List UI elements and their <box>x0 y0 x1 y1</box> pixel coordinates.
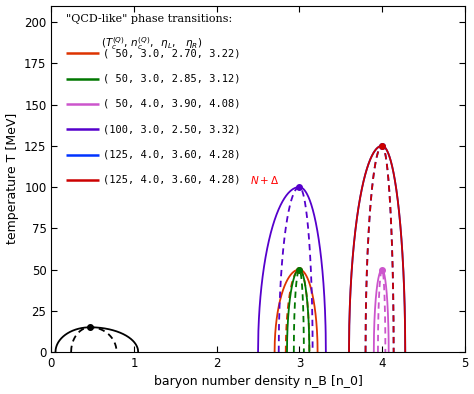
Text: "QCD-like" phase transitions:: "QCD-like" phase transitions: <box>66 14 232 24</box>
Y-axis label: temperature T [MeV]: temperature T [MeV] <box>6 113 18 244</box>
Text: (100, 3.0, 2.50, 3.32): (100, 3.0, 2.50, 3.32) <box>103 124 240 134</box>
Text: ( 50, 4.0, 3.90, 4.08): ( 50, 4.0, 3.90, 4.08) <box>103 99 240 109</box>
X-axis label: baryon number density n_B [n_0]: baryon number density n_B [n_0] <box>154 375 363 388</box>
Text: ( 50, 3.0, 2.85, 3.12): ( 50, 3.0, 2.85, 3.12) <box>103 74 240 84</box>
Text: (125, 4.0, 3.60, 4.28): (125, 4.0, 3.60, 4.28) <box>103 150 240 160</box>
Text: ( 50, 3.0, 2.70, 3.22): ( 50, 3.0, 2.70, 3.22) <box>103 48 240 58</box>
Text: $(T_c^{(Q)},\,n_c^{(Q)},\;\;\eta_L,\;\;\;\eta_R)$: $(T_c^{(Q)},\,n_c^{(Q)},\;\;\eta_L,\;\;\… <box>101 35 202 52</box>
Text: $N + \Delta$: $N + \Delta$ <box>250 174 279 186</box>
Text: (125, 4.0, 3.60, 4.28): (125, 4.0, 3.60, 4.28) <box>103 175 240 185</box>
